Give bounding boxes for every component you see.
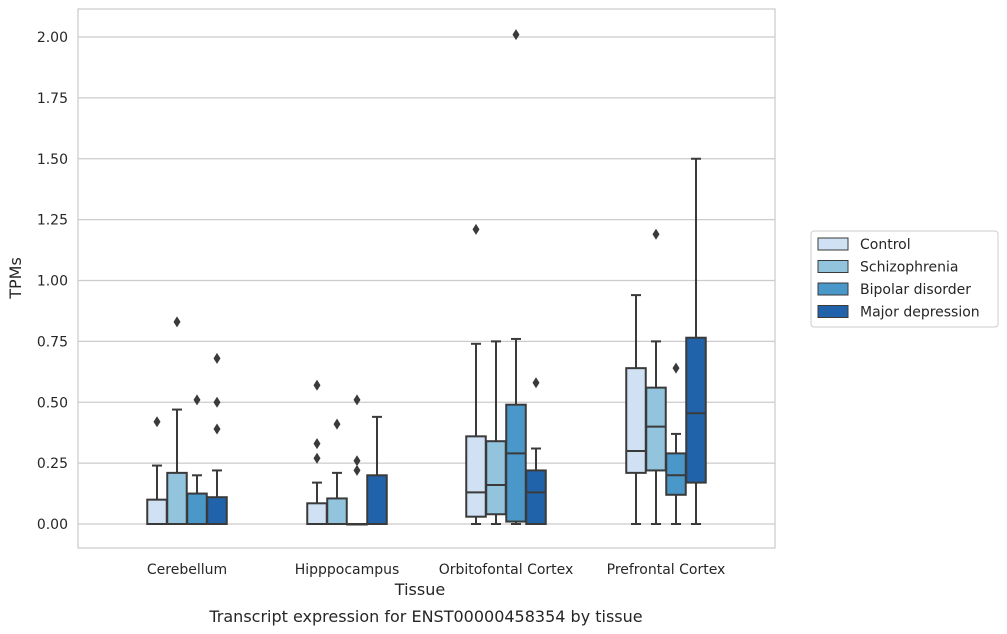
- box-iqr: [645, 386, 667, 472]
- y-tick-label: 0.50: [37, 395, 68, 411]
- outlier-point: [353, 464, 361, 476]
- outlier-point: [313, 438, 321, 450]
- x-tick-label: Hipppocampus: [295, 562, 400, 578]
- legend-label: Schizophrenia: [860, 260, 958, 276]
- outlier-point: [213, 352, 221, 364]
- outlier-point: [213, 396, 221, 408]
- box-iqr: [306, 502, 328, 525]
- box-major-depression: [206, 352, 228, 525]
- box-iqr: [665, 452, 687, 496]
- x-tick-label: Cerebellum: [147, 562, 227, 578]
- y-tick-label: 0.25: [37, 456, 68, 472]
- box-iqr: [146, 498, 168, 525]
- legend-swatch: [817, 260, 849, 273]
- outlier-point: [353, 455, 361, 467]
- box-schizophrenia: [326, 418, 348, 525]
- box-control: [465, 223, 487, 525]
- outlier-point: [532, 377, 540, 389]
- y-tick-labels: 0.00 0.25 0.50 0.75 1.00 1.25 1.50 1.75 2.00: [37, 30, 68, 533]
- box-bipolar-disorder: [505, 29, 527, 525]
- legend-label: Bipolar disorder: [860, 282, 971, 298]
- y-tick-label: 0.75: [37, 334, 68, 350]
- box-bipolar-disorder: [186, 394, 208, 525]
- outlier-point: [652, 228, 660, 240]
- outlier-point: [313, 379, 321, 391]
- box-iqr: [505, 403, 527, 523]
- box-iqr: [485, 440, 507, 516]
- outlier-point: [333, 418, 341, 430]
- box-iqr: [206, 496, 228, 525]
- y-tick-label: 1.75: [37, 91, 68, 107]
- outlier-point: [213, 423, 221, 435]
- legend-frame: [810, 230, 999, 328]
- y-tick-label: 1.50: [37, 152, 68, 168]
- legend-swatch: [817, 237, 849, 251]
- x-tick-labels: Cerebellum Hipppocampus Orbitofontal Corte…: [147, 562, 725, 578]
- box-iqr: [366, 474, 388, 525]
- legend-swatch: [817, 282, 849, 296]
- x-axis-label: Tissue: [394, 580, 445, 599]
- box-iqr: [166, 471, 188, 525]
- box-major-depression: [685, 157, 707, 525]
- outlier-point: [173, 316, 181, 328]
- chart-caption: Transcript expression for ENST0000045835…: [208, 607, 642, 626]
- box-control: [625, 294, 647, 525]
- y-tick-label: 1.25: [37, 213, 68, 229]
- outlier-point: [313, 452, 321, 464]
- outlier-point: [472, 223, 480, 235]
- outlier-point: [153, 416, 161, 428]
- box-major-depression: [366, 415, 388, 525]
- box-major-depression: [525, 377, 547, 525]
- box-iqr: [525, 469, 547, 525]
- box-iqr: [326, 497, 348, 525]
- legend: Control Schizophrenia Bipolar disorder Majo…: [810, 230, 999, 328]
- box-iqr: [625, 367, 647, 474]
- box-schizophrenia: [166, 316, 188, 525]
- y-tick-label: 0.00: [37, 517, 68, 533]
- x-tick-label: Prefrontal Cortex: [607, 562, 726, 578]
- y-tick-label: 1.00: [37, 274, 68, 290]
- legend-label: Control: [860, 237, 911, 253]
- box-iqr: [186, 492, 208, 525]
- legend-label: Major depression: [860, 305, 980, 321]
- box-bipolar-disorder: [346, 394, 368, 526]
- box-groups: [146, 29, 707, 526]
- outlier-point: [512, 29, 520, 41]
- box-schizophrenia: [645, 228, 667, 525]
- y-axis-label: TPMs: [6, 257, 25, 300]
- legend-swatch: [817, 305, 849, 318]
- outlier-point: [193, 394, 201, 406]
- box-control: [306, 379, 328, 525]
- box-iqr: [685, 336, 707, 484]
- outlier-point: [353, 394, 361, 406]
- box-iqr: [465, 435, 487, 518]
- y-tick-label: 2.00: [37, 30, 68, 46]
- x-tick-label: Orbitofontal Cortex: [439, 562, 574, 578]
- outlier-point: [672, 362, 680, 374]
